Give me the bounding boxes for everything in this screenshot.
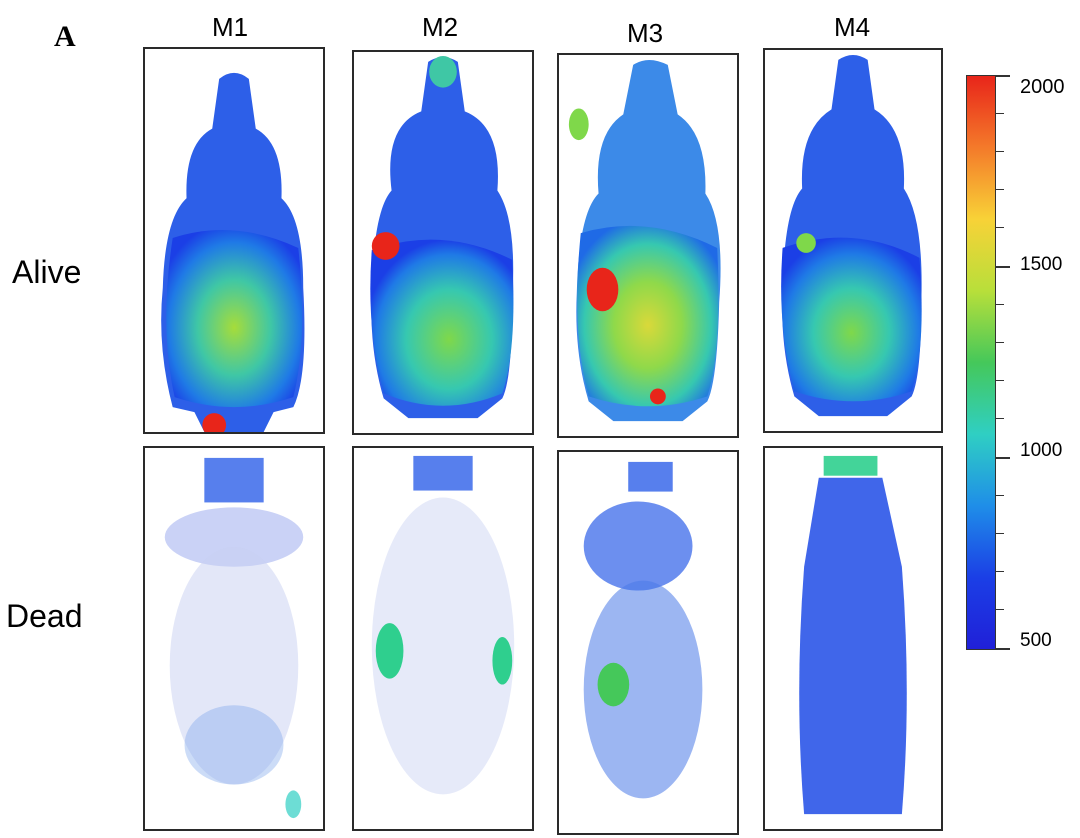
mouse-image-dead-m2 (371, 455, 515, 795)
colorbar-tick-minor (996, 609, 1004, 610)
colorbar-tick-1000 (996, 457, 1010, 459)
column-label-m3: M3 (626, 18, 664, 48)
colorbar-tick-minor (996, 571, 1004, 572)
mouse-image-alive-m4 (781, 54, 922, 417)
colorbar-tick-minor (996, 189, 1004, 190)
mouse-image-dead-m4 (799, 455, 907, 815)
colorbar-tick-minor (996, 342, 1004, 343)
mouse-image-dead-m1 (164, 457, 304, 819)
colorbar (966, 75, 996, 650)
panel-alive-m3 (557, 53, 739, 438)
panel-alive-m1 (143, 47, 325, 434)
colorbar-tick-500 (996, 648, 1010, 650)
colorbar-tick-2000 (996, 75, 1010, 77)
colorbar-tick-minor (996, 533, 1004, 534)
panel-alive-m2 (352, 50, 534, 435)
colorbar-tick-minor (996, 151, 1004, 152)
colorbar-gradient (967, 76, 995, 649)
colorbar-tick-minor (996, 418, 1004, 419)
panel-letter: A (54, 20, 76, 53)
colorbar-tick-minor (996, 113, 1004, 114)
panel-dead-m4 (763, 446, 943, 831)
colorbar-label-500: 500 (1020, 630, 1052, 651)
colorbar-tick-minor (996, 304, 1004, 305)
colorbar-label-1500: 1500 (1020, 254, 1063, 275)
row-label-alive: Alive (12, 254, 82, 290)
panel-dead-m1 (143, 446, 325, 831)
colorbar-tick-minor (996, 495, 1004, 496)
mouse-image-alive-m3 (568, 59, 721, 422)
panel-dead-m2 (352, 446, 534, 831)
colorbar-tick-minor (996, 227, 1004, 228)
column-label-m4: M4 (833, 12, 871, 42)
mouse-image-alive-m2 (370, 55, 514, 419)
colorbar-label-1000: 1000 (1020, 440, 1063, 461)
column-label-m1: M1 (211, 12, 249, 42)
colorbar-tick-1500 (996, 266, 1010, 268)
mouse-image-alive-m1 (161, 72, 305, 432)
row-label-dead: Dead (6, 598, 83, 634)
mouse-image-dead-m3 (583, 461, 703, 799)
panel-alive-m4 (763, 48, 943, 433)
panel-dead-m3 (557, 450, 739, 835)
colorbar-tick-minor (996, 380, 1004, 381)
colorbar-label-2000: 2000 (1020, 76, 1065, 98)
column-label-m2: M2 (421, 12, 459, 42)
